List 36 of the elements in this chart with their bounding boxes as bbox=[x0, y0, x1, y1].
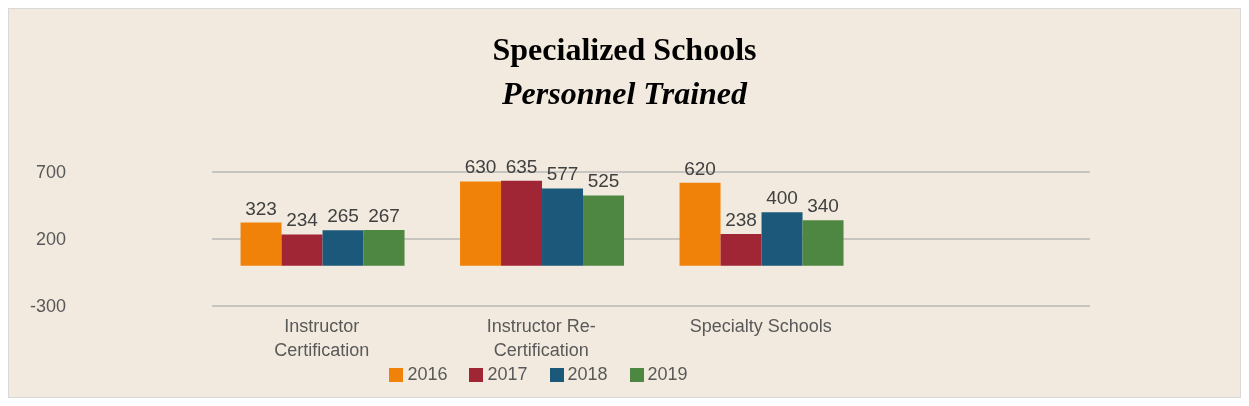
legend-label: 2018 bbox=[567, 364, 608, 384]
bar bbox=[460, 181, 502, 266]
bar bbox=[542, 188, 584, 266]
x-tick-label: Instructor Re-Certification bbox=[486, 316, 596, 360]
data-label: 340 bbox=[807, 195, 839, 217]
legend-label: 2017 bbox=[487, 364, 528, 384]
bar bbox=[240, 222, 282, 266]
bar bbox=[363, 230, 405, 266]
bar bbox=[281, 234, 323, 266]
data-label: 577 bbox=[546, 163, 579, 185]
legend-label: 2016 bbox=[407, 364, 448, 384]
data-label: 630 bbox=[464, 156, 497, 178]
chart-title: Specialized Schools bbox=[491, 30, 758, 69]
x-tick-label: Instructor Certification bbox=[274, 316, 370, 360]
bar bbox=[679, 182, 721, 266]
data-label: 265 bbox=[327, 205, 359, 227]
data-label: 525 bbox=[587, 170, 620, 192]
bar bbox=[802, 220, 844, 266]
y-tick-label: 200 bbox=[35, 229, 66, 250]
data-label: 620 bbox=[684, 157, 716, 179]
bar bbox=[761, 212, 803, 266]
data-label: 635 bbox=[505, 155, 538, 177]
legend-label: 2019 bbox=[647, 364, 688, 384]
bar bbox=[583, 195, 625, 266]
bar bbox=[322, 230, 364, 266]
y-tick-label: 700 bbox=[35, 162, 66, 183]
data-label: 267 bbox=[368, 205, 400, 227]
data-label: 323 bbox=[245, 197, 277, 219]
bar bbox=[720, 233, 762, 266]
chart-subtitle: Personnel Trained bbox=[500, 74, 749, 113]
y-tick-label: -300 bbox=[29, 296, 66, 317]
data-label: 234 bbox=[286, 209, 319, 231]
data-label: 400 bbox=[766, 187, 798, 209]
x-tick-label: Specialty Schools bbox=[689, 316, 832, 337]
bar bbox=[501, 180, 543, 266]
data-label: 238 bbox=[725, 208, 757, 230]
